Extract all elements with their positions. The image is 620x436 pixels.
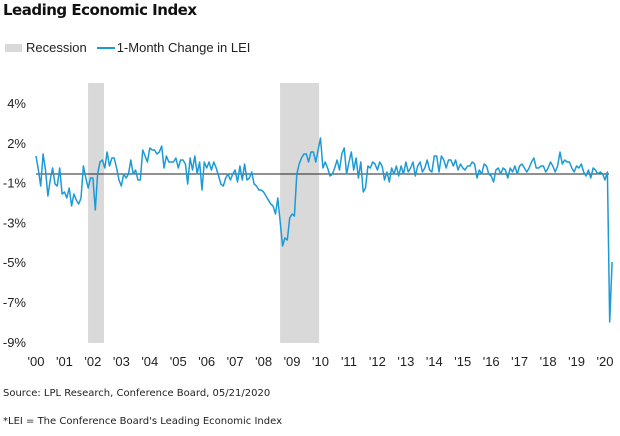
legend: Recession 1-Month Change in LEI: [5, 40, 250, 55]
x-tick-label: '01: [56, 354, 73, 369]
x-tick-label: '17: [511, 354, 528, 369]
recession-band-0: [88, 83, 104, 343]
y-tick-label: -1%: [3, 176, 27, 191]
x-tick-label: '14: [426, 354, 443, 369]
x-tick-label: '18: [540, 354, 557, 369]
y-tick-label: -7%: [3, 295, 27, 310]
y-tick-label: -5%: [3, 255, 27, 270]
legend-label-recession: Recession: [26, 40, 87, 55]
x-tick-label: '12: [369, 354, 386, 369]
recession-band-1: [280, 83, 320, 343]
x-tick-label: '13: [397, 354, 414, 369]
x-tick-label: '07: [227, 354, 244, 369]
footnote: *LEI = The Conference Board's Leading Ec…: [3, 416, 282, 427]
y-tick-label: -9%: [3, 335, 27, 350]
legend-swatch-recession: [5, 43, 22, 52]
lei-series-line: [35, 137, 613, 323]
source-note: Source: LPL Research, Conference Board, …: [3, 388, 271, 399]
x-tick-label: '16: [483, 354, 500, 369]
y-tick-label: -3%: [3, 215, 27, 230]
x-tick-label: '15: [454, 354, 471, 369]
x-tick-label: '06: [198, 354, 215, 369]
x-tick-label: '03: [113, 354, 130, 369]
x-tick-label: '04: [141, 354, 158, 369]
y-tick-label: 2%: [7, 136, 26, 151]
x-tick-label: '20: [597, 354, 614, 369]
y-tick-label: 4%: [7, 96, 26, 111]
chart-title: Leading Economic Index: [3, 1, 197, 19]
x-tick-label: '05: [170, 354, 187, 369]
x-tick-label: '10: [312, 354, 329, 369]
x-tick-label: '19: [568, 354, 585, 369]
x-tick-label: '02: [84, 354, 101, 369]
x-tick-label: '11: [341, 354, 357, 369]
x-tick-label: '09: [284, 354, 301, 369]
legend-label-lei: 1-Month Change in LEI: [116, 40, 251, 55]
x-tick-label: '08: [255, 354, 272, 369]
x-tick-label: '00: [28, 354, 45, 369]
legend-swatch-lei: [96, 46, 115, 49]
